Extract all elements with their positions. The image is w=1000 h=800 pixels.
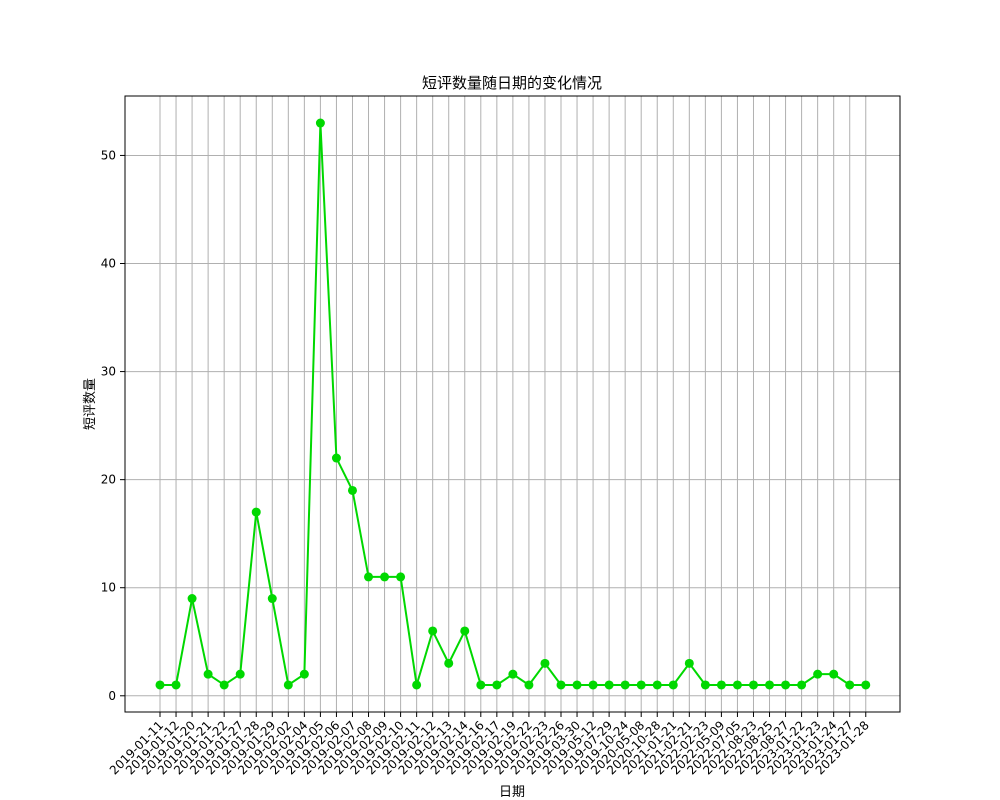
data-point [380, 572, 390, 582]
data-point [684, 658, 694, 668]
data-point [748, 680, 758, 690]
chart-title: 短评数量随日期的变化情况 [422, 74, 602, 92]
data-point [347, 485, 357, 495]
data-point [508, 669, 518, 679]
y-axis: 0 10 20 30 40 50 [101, 148, 125, 703]
data-point [299, 669, 309, 679]
data-point [813, 669, 823, 679]
data-point [171, 680, 181, 690]
data-point [668, 680, 678, 690]
data-point [235, 669, 245, 679]
data-point [267, 594, 277, 604]
data-point [412, 680, 422, 690]
data-point [460, 626, 470, 636]
data-point [716, 680, 726, 690]
data-point [251, 507, 261, 517]
data-point [781, 680, 791, 690]
data-point [861, 680, 871, 690]
data-point [700, 680, 710, 690]
data-point [331, 453, 341, 463]
data-point [444, 658, 454, 668]
data-point [556, 680, 566, 690]
data-point [604, 680, 614, 690]
data-point [845, 680, 855, 690]
series-primary [155, 118, 871, 690]
data-point [203, 669, 213, 679]
data-point [219, 680, 229, 690]
data-point [540, 658, 550, 668]
data-point [155, 680, 165, 690]
x-axis-label: 日期 [499, 785, 525, 800]
plot-frame [124, 95, 901, 713]
y-tick-label: 40 [101, 257, 116, 271]
data-point [588, 680, 598, 690]
data-point [476, 680, 486, 690]
data-point [187, 594, 197, 604]
y-tick-label: 30 [101, 365, 116, 379]
y-tick-label: 10 [101, 581, 116, 595]
x-axis: 2019-01-112019-01-122019-01-202019-01-21… [107, 712, 872, 777]
data-point [364, 572, 374, 582]
data-point [732, 680, 742, 690]
data-point [524, 680, 534, 690]
y-axis-label: 短评数量 [83, 378, 98, 430]
data-point [797, 680, 807, 690]
grid-lines [125, 96, 900, 712]
data-point [765, 680, 775, 690]
y-tick-label: 20 [101, 473, 116, 487]
data-point [283, 680, 293, 690]
y-tick-label: 0 [108, 689, 116, 703]
data-point [428, 626, 438, 636]
y-tick-label: 50 [101, 148, 116, 162]
data-point [652, 680, 662, 690]
data-point [829, 669, 839, 679]
data-point [636, 680, 646, 690]
data-point [315, 118, 325, 128]
data-point [492, 680, 502, 690]
data-point [620, 680, 630, 690]
data-point [396, 572, 406, 582]
data-point [572, 680, 582, 690]
